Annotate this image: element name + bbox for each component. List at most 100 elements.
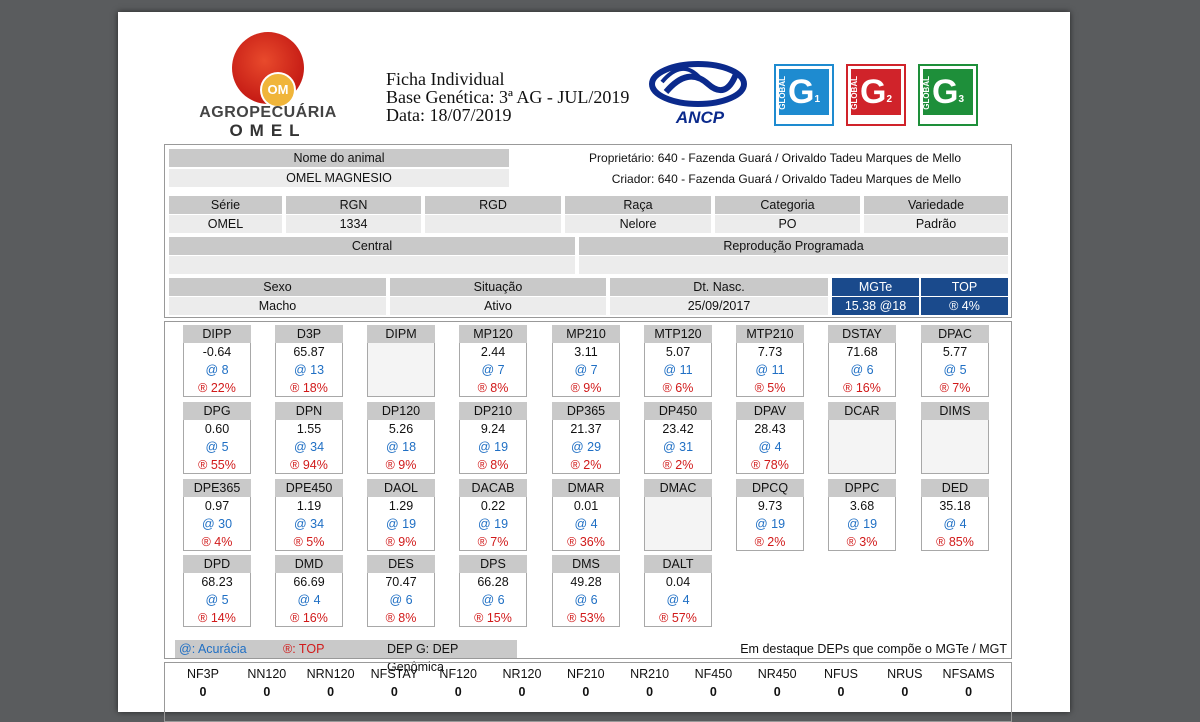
dep-top: ® 3% [846,535,878,549]
nf-value: 0 [327,685,335,699]
nf-counts-section: NF3P 0 NN120 0 NRN120 0 NFSTAY 0 NF120 0 NR120 0 NF2… [164,662,1012,722]
sexo-label: Sexo [169,278,386,296]
dep-accuracy [645,515,711,533]
nf-count: NF3P 0 [171,665,235,701]
dep-values: 0.97 @ 30 ® 4% [183,497,251,551]
dep-value: 66.28 [477,575,509,589]
dep-accuracy: @ 11 [755,363,785,377]
dep-card: DPCQ 9.73 @ 19 ® 2% [736,479,804,551]
dep-card: MTP210 7.73 @ 11 ® 5% [736,325,804,397]
dep-top: ® 5% [754,381,786,395]
dep-card: MTP120 5.07 @ 11 ® 6% [644,325,712,397]
dep-top: ® 9% [570,381,602,395]
nf-name: NN120 [247,667,287,681]
dep-value: 3.11 [574,345,598,359]
dep-value: 0.01 [573,499,599,513]
nf-name: NRN120 [306,667,355,681]
dep-name: DP365 [552,402,620,420]
nf-value: 0 [773,685,781,699]
dep-values: 1.19 @ 34 ® 5% [275,497,343,551]
dep-name: DP120 [367,402,435,420]
serie-label: Série [169,196,282,214]
dep-accuracy: @ 5 [205,440,229,454]
dep-value: 9.24 [480,422,506,436]
dep-accuracy: @ 4 [666,593,690,607]
report-base: Base Genética: 3ª AG - JUL/2019 [386,87,630,107]
logo-mark: OM [260,72,296,108]
categoria-label: Categoria [715,196,860,214]
dep-value: 0.60 [204,422,230,436]
dep-top: ® 15% [474,611,512,625]
nf-count: NRUS 0 [873,665,937,701]
nf-value: 0 [518,685,526,699]
dep-value: 28.43 [754,422,786,436]
dep-values [644,497,712,551]
dep-accuracy [829,438,895,456]
dep-name: DIPM [367,325,435,343]
nf-value: 0 [901,685,909,699]
dep-accuracy [922,438,988,456]
dep-value: 5.07 [665,345,691,359]
dep-top: ® 14% [198,611,236,625]
rgd-value [425,215,561,233]
dep-value: 0.04 [665,575,691,589]
dep-top: ® 9% [385,458,417,472]
dep-top: ® 85% [936,535,974,549]
dep-values: -0.64 @ 8 ® 22% [183,343,251,397]
dep-values [828,420,896,474]
dep-value [645,497,711,515]
dep-values: 5.07 @ 11 ® 6% [644,343,712,397]
dep-name: DPD [183,555,251,573]
dep-card: DES 70.47 @ 6 ® 8% [367,555,435,627]
dep-top: ® 2% [662,458,694,472]
dep-name: D3P [275,325,343,343]
dep-accuracy: @ 6 [850,363,874,377]
dep-card: DPPC 3.68 @ 19 ® 3% [828,479,896,551]
dep-accuracy: @ 18 [385,440,417,454]
nf-name: NR210 [630,667,670,681]
top-label: TOP [921,278,1008,296]
dep-values: 66.28 @ 6 ® 15% [459,573,527,627]
dep-values: 0.60 @ 5 ® 55% [183,420,251,474]
categoria-value: PO [715,215,860,233]
dep-accuracy: @ 4 [574,517,598,531]
dep-card: DIMS [921,402,989,474]
dep-top: ® 7% [477,535,509,549]
dep-name: DPG [183,402,251,420]
dep-value: 66.69 [293,575,325,589]
dep-values: 5.77 @ 5 ® 7% [921,343,989,397]
dep-card: DPN 1.55 @ 34 ® 94% [275,402,343,474]
dep-top: ® 9% [385,535,417,549]
dep-values: 70.47 @ 6 ® 8% [367,573,435,627]
dep-values [367,343,435,397]
dep-name: DED [921,479,989,497]
dep-card: DIPM [367,325,435,397]
dep-card: DALT 0.04 @ 4 ® 57% [644,555,712,627]
dep-values: 28.43 @ 4 ® 78% [736,420,804,474]
nf-count: NFSAMS 0 [937,665,1001,701]
dep-accuracy: @ 6 [389,593,413,607]
dep-accuracy: @ 6 [574,593,598,607]
nf-count: NF450 0 [681,665,745,701]
dep-card: DMD 66.69 @ 4 ® 16% [275,555,343,627]
dep-value: 68.23 [201,575,233,589]
variedade-label: Variedade [864,196,1008,214]
report-page: OM AGROPECUÁRIA OMEL Ficha Individual Ba… [118,12,1070,722]
dep-values: 1.29 @ 19 ® 9% [367,497,435,551]
dep-value: 5.77 [942,345,968,359]
dep-top [368,379,434,397]
dep-value: 3.68 [849,499,875,513]
central-value [169,256,575,274]
dep-values: 0.01 @ 4 ® 36% [552,497,620,551]
dep-card: DP365 21.37 @ 29 ® 2% [552,402,620,474]
variedade-value: Padrão [864,215,1008,233]
nf-name: NFUS [823,667,859,681]
nf-name: NF450 [694,667,733,681]
dep-values: 1.55 @ 34 ® 94% [275,420,343,474]
dep-card: DED 35.18 @ 4 ® 85% [921,479,989,551]
nf-name: NFSAMS [942,667,995,681]
dep-name: DP450 [644,402,712,420]
dep-values: 65.87 @ 13 ® 18% [275,343,343,397]
dep-top: ® 57% [659,611,697,625]
